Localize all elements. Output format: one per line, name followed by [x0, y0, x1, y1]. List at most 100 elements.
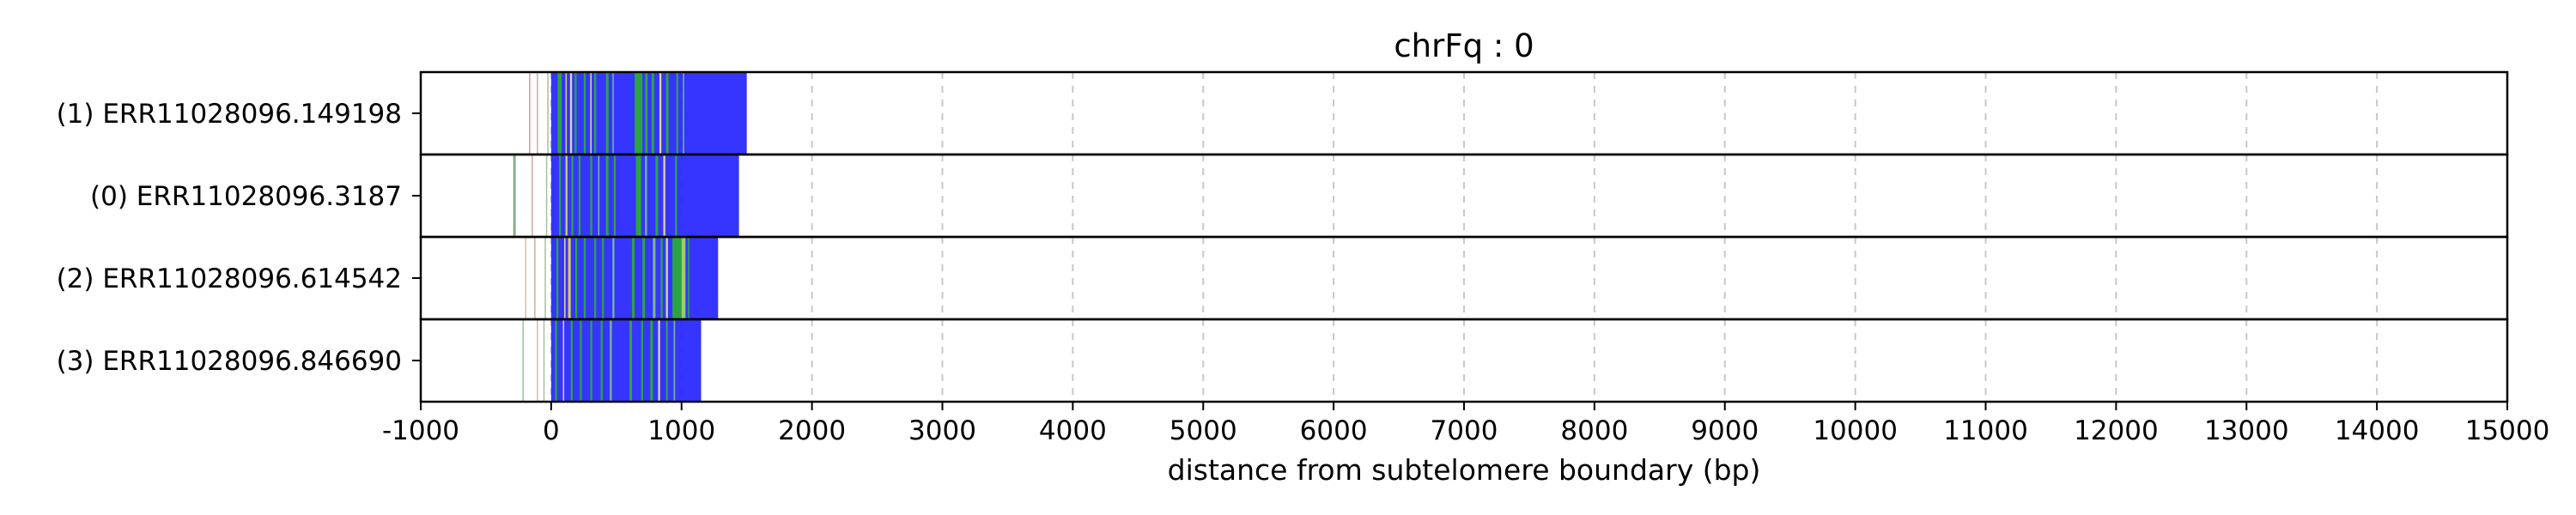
read-segment [612, 72, 614, 154]
read-segment [532, 154, 533, 237]
read-segment [537, 319, 538, 402]
read-segment [537, 72, 538, 154]
read-segment [673, 319, 676, 402]
x-tick-label: 3000 [908, 415, 976, 446]
read-segment [565, 154, 568, 237]
read-segment [612, 237, 615, 319]
read-segment [655, 154, 659, 237]
read-segment [562, 319, 565, 402]
x-tick-label: 9000 [1691, 415, 1759, 446]
x-axis-label: distance from subtelomere boundary (bp) [1168, 453, 1761, 487]
read-segment [571, 154, 574, 237]
read-label: (3) ERR11028096.846690 [57, 346, 402, 377]
read-base-bar [550, 237, 719, 319]
x-tick-label: 5000 [1170, 415, 1237, 446]
read-segment [513, 154, 515, 237]
read-segment [583, 72, 586, 154]
read-segment [514, 154, 516, 237]
read-segment [580, 319, 582, 402]
x-tick-label: 8000 [1560, 415, 1628, 446]
read-row-2: (2) ERR11028096.614542 [57, 237, 719, 319]
read-segment [590, 154, 592, 237]
read-segment [688, 237, 690, 319]
read-segment [564, 237, 566, 319]
read-segment [529, 72, 531, 154]
x-tick-label: 12000 [2074, 415, 2159, 446]
read-segment [635, 154, 641, 237]
read-segment [555, 319, 557, 402]
read-segment [651, 72, 654, 154]
read-segment [665, 237, 668, 319]
read-segment [574, 237, 578, 319]
read-segment [663, 154, 665, 237]
x-tick-label: 1000 [647, 415, 715, 446]
read-segment [658, 319, 660, 402]
x-tick-label: 4000 [1039, 415, 1107, 446]
read-segment [672, 237, 682, 319]
x-tick-label: 6000 [1300, 415, 1368, 446]
read-segment [574, 72, 577, 154]
read-label: (0) ERR11028096.3187 [90, 181, 402, 212]
read-segment [602, 237, 605, 319]
read-segment [583, 237, 586, 319]
read-segment [590, 72, 592, 154]
x-tick-label: 0 [543, 415, 560, 446]
x-tick-label: -1000 [382, 415, 459, 446]
read-row-1: (0) ERR11028096.3187 [90, 154, 739, 237]
read-segment [593, 237, 597, 319]
read-segment [613, 154, 617, 237]
read-segment [593, 72, 597, 154]
read-segment [590, 319, 592, 402]
read-segment [681, 237, 686, 319]
read-segment [665, 72, 669, 154]
read-segment [660, 237, 663, 319]
x-tick-label: 7000 [1431, 415, 1498, 446]
read-row-0: (1) ERR11028096.149198 [57, 72, 747, 154]
read-base-bar [550, 319, 702, 402]
read-segment [645, 72, 648, 154]
read-segment [558, 154, 562, 237]
read-segment [605, 154, 609, 237]
read-segment [610, 319, 612, 402]
read-segment [557, 72, 562, 154]
read-segment [659, 72, 662, 154]
read-segment [600, 319, 603, 402]
read-row-3: (3) ERR11028096.846690 [57, 319, 702, 402]
read-segment [632, 237, 635, 319]
read-segment [544, 237, 546, 319]
read-segment [565, 72, 568, 154]
x-tick-label: 14000 [2335, 415, 2420, 446]
read-segment [653, 237, 656, 319]
read-segment [683, 72, 684, 154]
x-axis-ticks: -1000 0 1000 2000 3000 4000 5000 6000 7000 8000 90… [382, 402, 2549, 446]
read-segment [635, 72, 643, 154]
x-tick-label: 15000 [2465, 415, 2550, 446]
read-segment [543, 319, 545, 402]
read-segment [525, 237, 526, 319]
read-label: (1) ERR11028096.149198 [57, 99, 402, 130]
x-tick-label: 11000 [1943, 415, 2028, 446]
read-segment [676, 72, 678, 154]
read-segment [534, 237, 536, 319]
read-rows: (1) ERR11028096.149198 (0) ERR11028096.31… [57, 72, 747, 402]
read-segment [650, 319, 653, 402]
read-segment [547, 72, 549, 154]
read-segment [545, 154, 548, 237]
read-segment [598, 154, 600, 237]
x-tick-label: 13000 [2204, 415, 2289, 446]
read-segment [522, 319, 524, 402]
read-segment [605, 72, 609, 154]
x-tick-label: 2000 [778, 415, 846, 446]
read-segment [570, 319, 573, 402]
read-segment [675, 154, 677, 237]
read-base-bar [550, 72, 747, 154]
read-segment [568, 237, 571, 319]
read-segment [642, 237, 646, 319]
read-segment [641, 319, 643, 402]
read-segment [629, 319, 633, 402]
read-segment [578, 154, 581, 237]
read-segment [569, 72, 573, 154]
chart-title: chrFq : 0 [1394, 27, 1534, 64]
read-segment [645, 154, 647, 237]
